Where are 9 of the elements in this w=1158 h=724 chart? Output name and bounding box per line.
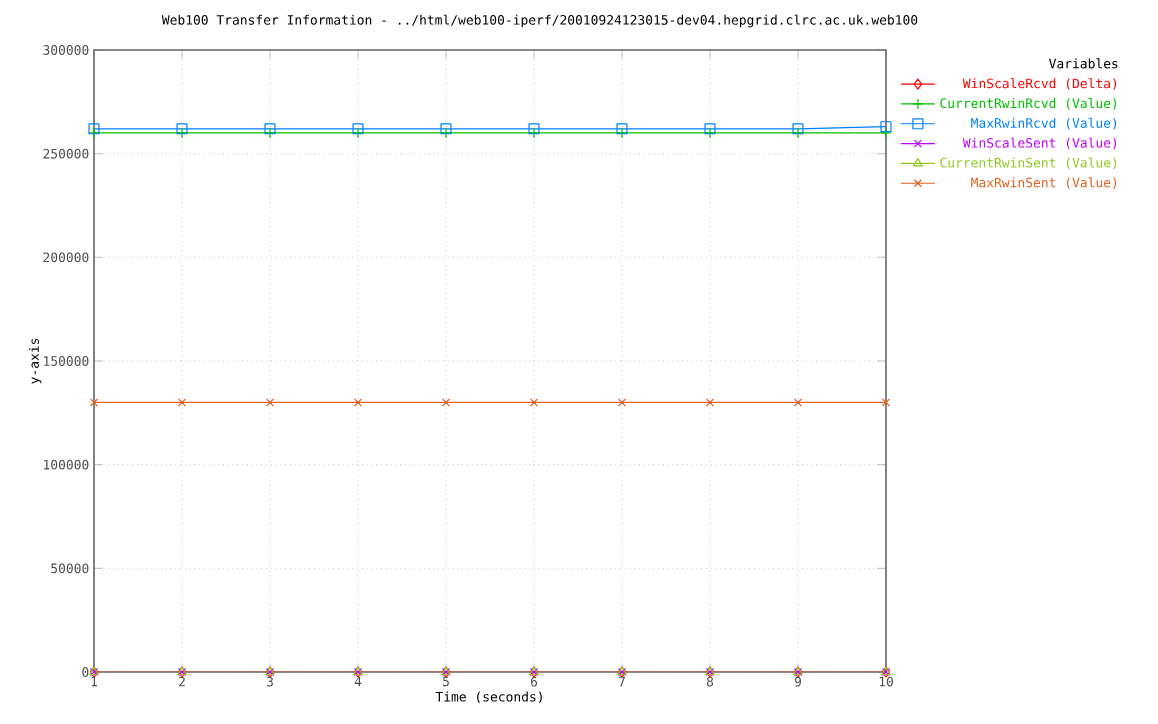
point <box>177 398 187 407</box>
point <box>353 398 363 407</box>
point <box>265 398 275 407</box>
point <box>880 121 892 133</box>
point <box>441 398 451 407</box>
point <box>617 398 627 407</box>
point <box>705 398 715 407</box>
point <box>529 398 539 407</box>
point <box>793 398 803 407</box>
